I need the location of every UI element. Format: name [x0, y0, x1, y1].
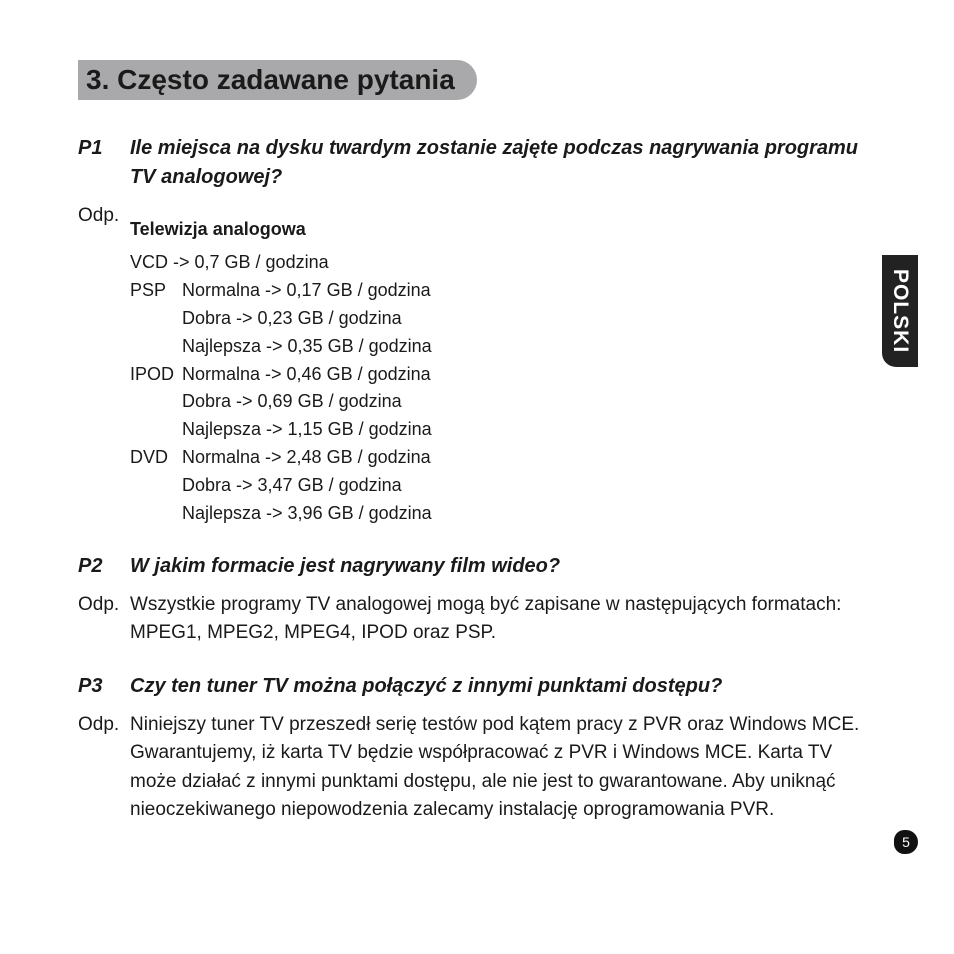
answer-subheading: Telewizja analogowa	[130, 216, 876, 243]
question-number: P2	[78, 552, 130, 581]
question-row: P3 Czy ten tuner TV można połączyć z inn…	[78, 672, 876, 701]
section-title: 3. Często zadawane pytania	[78, 60, 477, 100]
faq-item: P1 Ile miejsca na dysku twardym zostanie…	[78, 134, 876, 528]
language-tab: POLSKI	[882, 255, 918, 367]
faq-item: P3 Czy ten tuner TV można połączyć z inn…	[78, 672, 876, 825]
question-text: Ile miejsca na dysku twardym zostanie za…	[130, 134, 876, 192]
answer-label: Odp.	[78, 202, 130, 528]
format-label: DVD	[130, 444, 182, 528]
data-line: VCD -> 0,7 GB / godzina	[130, 249, 876, 277]
format-lines: Normalna -> 2,48 GB / godzina Dobra -> 3…	[182, 444, 876, 528]
data-line: Najlepsza -> 3,96 GB / godzina	[182, 500, 876, 528]
format-lines: Normalna -> 0,46 GB / godzina Dobra -> 0…	[182, 361, 876, 445]
question-row: P2 W jakim formacie jest nagrywany film …	[78, 552, 876, 581]
data-line: Najlepsza -> 0,35 GB / godzina	[182, 333, 876, 361]
data-line: Dobra -> 0,23 GB / godzina	[182, 305, 876, 333]
data-line: Dobra -> 3,47 GB / godzina	[182, 472, 876, 500]
format-row: DVD Normalna -> 2,48 GB / godzina Dobra …	[130, 444, 876, 528]
answer-row: Odp. Wszystkie programy TV analogowej mo…	[78, 591, 876, 648]
document-page: 3. Często zadawane pytania P1 Ile miejsc…	[0, 0, 954, 954]
data-line: Normalna -> 0,17 GB / godzina	[182, 277, 876, 305]
format-row: PSP Normalna -> 0,17 GB / godzina Dobra …	[130, 277, 876, 361]
question-text: W jakim formacie jest nagrywany film wid…	[130, 552, 876, 581]
answer-text: Wszystkie programy TV analogowej mogą by…	[130, 591, 876, 648]
data-line: Dobra -> 0,69 GB / godzina	[182, 388, 876, 416]
format-label: PSP	[130, 277, 182, 361]
question-number: P3	[78, 672, 130, 701]
data-line: Najlepsza -> 1,15 GB / godzina	[182, 416, 876, 444]
format-row: IPOD Normalna -> 0,46 GB / godzina Dobra…	[130, 361, 876, 445]
faq-item: P2 W jakim formacie jest nagrywany film …	[78, 552, 876, 648]
format-label: IPOD	[130, 361, 182, 445]
answer-row: Odp. Niniejszy tuner TV przeszedł serię …	[78, 711, 876, 825]
answer-row: Odp. Telewizja analogowa VCD -> 0,7 GB /…	[78, 202, 876, 528]
question-row: P1 Ile miejsca na dysku twardym zostanie…	[78, 134, 876, 192]
question-number: P1	[78, 134, 130, 192]
format-lines: Normalna -> 0,17 GB / godzina Dobra -> 0…	[182, 277, 876, 361]
section-title-container: 3. Często zadawane pytania	[78, 60, 876, 100]
answer-body: Telewizja analogowa VCD -> 0,7 GB / godz…	[130, 202, 876, 528]
data-line: Normalna -> 2,48 GB / godzina	[182, 444, 876, 472]
page-number-badge: 5	[894, 830, 918, 854]
answer-label: Odp.	[78, 591, 130, 648]
answer-text: Niniejszy tuner TV przeszedł serię testó…	[130, 711, 876, 825]
data-line: Normalna -> 0,46 GB / godzina	[182, 361, 876, 389]
answer-label: Odp.	[78, 711, 130, 825]
question-text: Czy ten tuner TV można połączyć z innymi…	[130, 672, 876, 701]
